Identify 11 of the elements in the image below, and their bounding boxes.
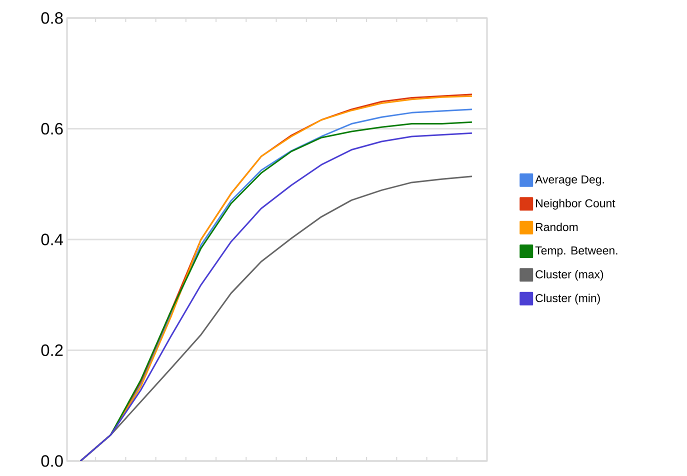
legend-label: Cluster (max) (536, 270, 604, 281)
y-tick-label: 0.2 (41, 344, 63, 356)
y-tick-label: 0.6 (41, 122, 63, 135)
legend-label: Random (536, 222, 578, 232)
y-tick-label: 0.0 (41, 455, 63, 467)
legend-label: Temp. Between. (535, 246, 618, 257)
legend-label: Cluster (min) (536, 294, 600, 304)
legend-label: Average Deg. (535, 175, 604, 186)
y-tick-label: 0.8 (41, 12, 63, 24)
legend-label: Neighbor Count (536, 198, 616, 210)
y-tick-label: 0.4 (41, 234, 64, 246)
